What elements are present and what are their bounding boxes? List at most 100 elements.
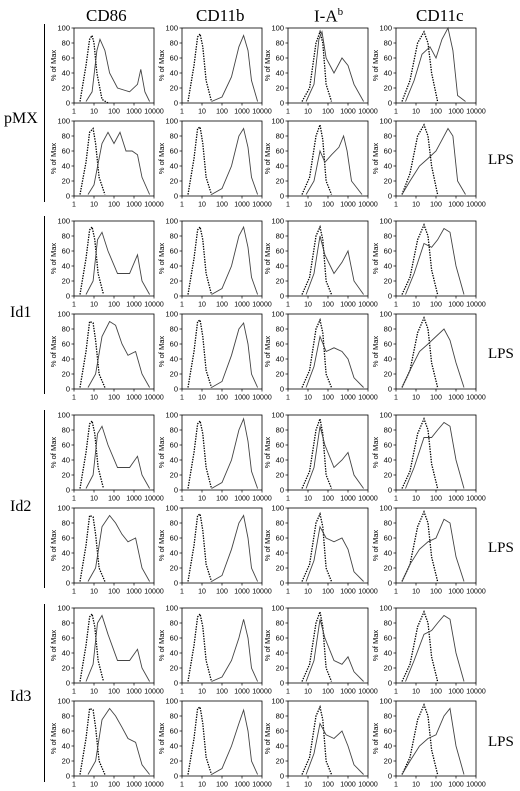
x-tick-label: 10 xyxy=(90,496,98,503)
stain-histogram xyxy=(305,426,364,489)
y-axis-label: % of Max xyxy=(371,336,380,368)
panel-frame xyxy=(395,414,477,491)
y-tick-label: 60 xyxy=(384,534,392,543)
panel-frame xyxy=(395,507,477,584)
y-tick-label: 0 xyxy=(280,192,284,201)
y-tick-label: 80 xyxy=(276,712,284,721)
x-tick-label: 10 xyxy=(412,202,420,209)
panel-frame xyxy=(395,27,477,104)
y-tick-label: 100 xyxy=(379,117,392,126)
stain-histogram xyxy=(211,225,259,295)
y-tick-label: 80 xyxy=(62,619,70,628)
x-tick-label: 1000 xyxy=(340,302,356,309)
control-histogram xyxy=(79,612,105,682)
x-tick-label: 10000 xyxy=(144,496,164,503)
y-tick-label: 40 xyxy=(170,456,178,465)
x-tick-label: 1 xyxy=(72,589,76,596)
y-tick-label: 60 xyxy=(276,247,284,256)
x-tick-label: 1000 xyxy=(126,782,142,789)
treatment-label-id1: LPS xyxy=(488,346,514,362)
x-tick-label: 10000 xyxy=(144,395,164,402)
x-tick-label: 1 xyxy=(394,395,398,402)
y-tick-label: 20 xyxy=(276,564,284,573)
stain-histogram xyxy=(305,619,364,682)
panel-frame xyxy=(287,700,369,777)
x-tick-label: 100 xyxy=(108,202,120,209)
y-tick-label: 20 xyxy=(276,277,284,286)
y-axis-label: % of Max xyxy=(49,50,58,82)
x-tick-label: 10000 xyxy=(252,109,272,116)
y-tick-label: 0 xyxy=(66,99,70,108)
y-tick-label: 40 xyxy=(170,742,178,751)
y-tick-label: 100 xyxy=(165,310,178,319)
x-tick-label: 1 xyxy=(286,689,290,696)
y-tick-label: 0 xyxy=(388,99,392,108)
y-tick-label: 80 xyxy=(384,426,392,435)
control-histogram xyxy=(301,29,333,102)
y-tick-label: 80 xyxy=(384,325,392,334)
y-tick-label: 60 xyxy=(170,441,178,450)
x-tick-label: 10 xyxy=(90,202,98,209)
y-tick-label: 100 xyxy=(165,411,178,420)
panel-frame xyxy=(287,507,369,584)
x-tick-label: 100 xyxy=(430,782,442,789)
x-tick-label: 100 xyxy=(322,395,334,402)
y-tick-label: 60 xyxy=(62,634,70,643)
y-axis-label: % of Max xyxy=(49,723,58,755)
y-axis-label: % of Max xyxy=(157,143,166,175)
y-tick-label: 20 xyxy=(384,757,392,766)
x-tick-label: 10 xyxy=(90,782,98,789)
y-tick-label: 80 xyxy=(384,232,392,241)
y-tick-label: 0 xyxy=(174,486,178,495)
y-tick-label: 60 xyxy=(384,54,392,63)
y-tick-label: 20 xyxy=(384,664,392,673)
x-tick-label: 1 xyxy=(394,689,398,696)
y-tick-label: 20 xyxy=(62,177,70,186)
x-tick-label: 1000 xyxy=(234,782,250,789)
y-axis-label: % of Max xyxy=(157,437,166,469)
x-tick-label: 1000 xyxy=(234,302,250,309)
y-tick-label: 80 xyxy=(384,619,392,628)
x-tick-label: 10000 xyxy=(358,589,378,596)
x-tick-label: 100 xyxy=(430,109,442,116)
y-tick-label: 20 xyxy=(62,277,70,286)
panel-Id3-I-A-lps: 0 20 40 60 80 100 1 10 100 1000 10000 % of Max xyxy=(263,697,378,789)
group-bracket-id2 xyxy=(44,410,46,588)
y-tick-label: 0 xyxy=(66,486,70,495)
y-axis-label: % of Max xyxy=(263,437,272,469)
x-tick-label: 10000 xyxy=(466,302,486,309)
y-axis-label: % of Max xyxy=(263,50,272,82)
panel-pMX-I-A: 0 20 40 60 80 100 1 10 100 1000 10000 % of Max xyxy=(263,24,378,116)
y-axis-label: % of Max xyxy=(49,630,58,662)
control-histogram xyxy=(79,514,106,582)
control-histogram xyxy=(187,612,213,682)
control-histogram xyxy=(301,122,333,195)
x-tick-label: 10 xyxy=(198,589,206,596)
x-tick-label: 1 xyxy=(180,689,184,696)
y-tick-label: 80 xyxy=(170,519,178,528)
panel-Id2-I-A-lps: 0 20 40 60 80 100 1 10 100 1000 10000 % of Max xyxy=(263,504,378,596)
y-tick-label: 0 xyxy=(388,486,392,495)
x-tick-label: 100 xyxy=(108,589,120,596)
x-tick-label: 10000 xyxy=(144,109,164,116)
x-tick-label: 10000 xyxy=(466,395,486,402)
control-histogram xyxy=(79,419,105,489)
x-tick-label: 100 xyxy=(216,302,228,309)
control-histogram xyxy=(301,317,333,388)
panel-Id3-CD86-lps: 0 20 40 60 80 100 1 10 100 1000 10000 % of Max xyxy=(49,697,164,789)
x-tick-label: 1000 xyxy=(126,395,142,402)
x-tick-label: 10 xyxy=(90,302,98,309)
y-tick-label: 60 xyxy=(170,247,178,256)
y-axis-label: % of Max xyxy=(371,630,380,662)
panel-Id2-CD11c: 0 20 40 60 80 100 1 10 100 1000 10000 % of Max xyxy=(371,411,486,503)
x-tick-label: 1 xyxy=(180,395,184,402)
y-tick-label: 100 xyxy=(271,504,284,513)
x-tick-label: 1 xyxy=(286,496,290,503)
x-tick-label: 1000 xyxy=(448,109,464,116)
x-tick-label: 10000 xyxy=(358,302,378,309)
y-tick-label: 60 xyxy=(62,247,70,256)
y-tick-label: 0 xyxy=(174,385,178,394)
stain-histogram xyxy=(87,514,150,582)
x-tick-label: 1000 xyxy=(340,782,356,789)
